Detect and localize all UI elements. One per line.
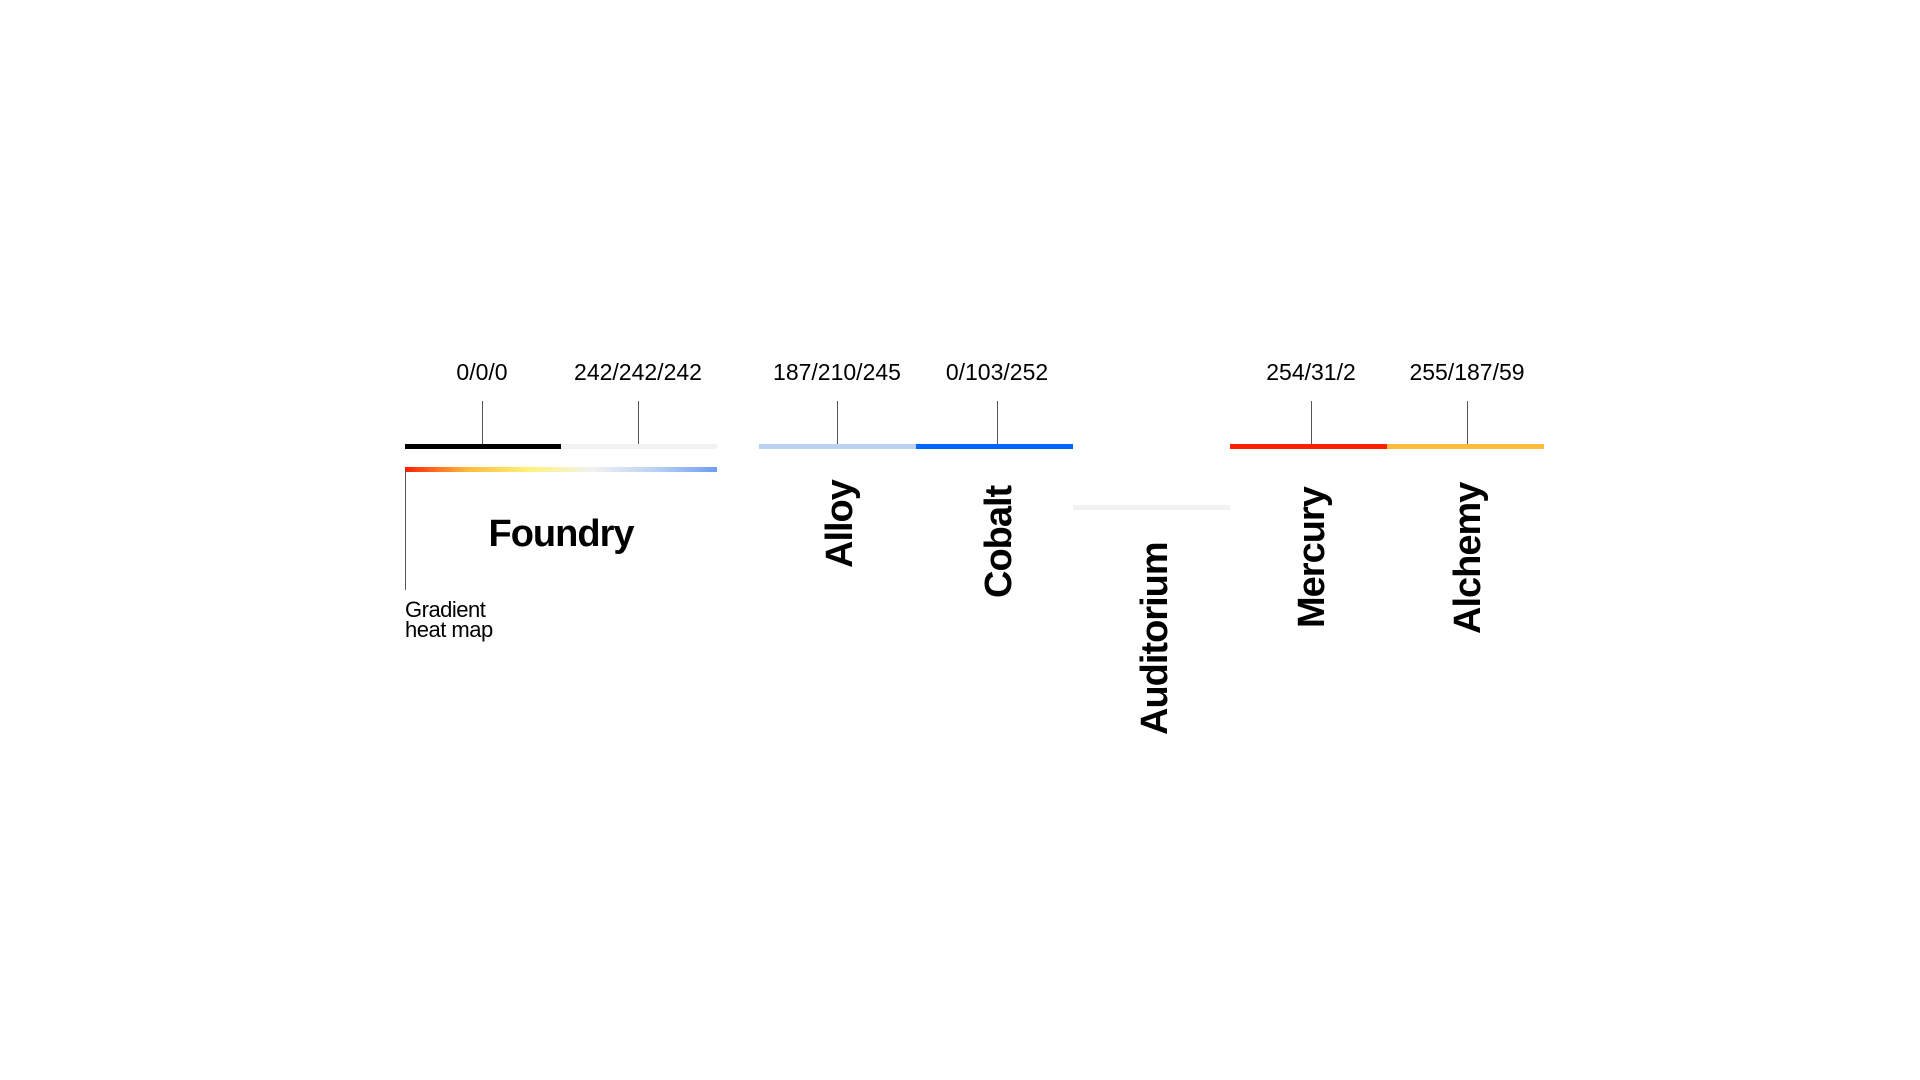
gradient-label-line-2: heat map (405, 617, 493, 642)
swatch-light-grey (561, 444, 717, 449)
tick-line-alloy (837, 401, 838, 445)
tick-line-alchemy (1467, 401, 1468, 445)
swatch-cobalt (916, 444, 1073, 449)
palette-name-auditorium: Auditorium (1134, 542, 1176, 735)
gradient-callout-line (405, 470, 406, 590)
tick-line-light-grey (638, 401, 639, 445)
rgb-label-mercury: 254/31/2 (1266, 359, 1356, 385)
rgb-label-cobalt: 0/103/252 (945, 359, 1049, 385)
palette-name-mercury: Mercury (1291, 487, 1333, 628)
rgb-label-light-grey: 242/242/242 (574, 359, 702, 385)
swatch-mercury (1230, 444, 1387, 449)
rgb-label-black: 0/0/0 (456, 359, 508, 385)
gradient-heat-map-bar (405, 467, 717, 472)
rgb-label-alchemy: 255/187/59 (1409, 359, 1525, 385)
swatch-black (405, 444, 561, 449)
swatch-alchemy (1387, 444, 1544, 449)
palette-name-cobalt: Cobalt (978, 485, 1020, 598)
tick-line-black (482, 401, 483, 445)
tick-line-mercury (1311, 401, 1312, 445)
swatch-auditorium (1073, 505, 1230, 510)
gradient-label-line-1: Gradient (405, 597, 486, 622)
swatch-alloy (759, 444, 916, 449)
palette-name-alloy: Alloy (819, 480, 861, 568)
palette-name-foundry: Foundry (488, 513, 635, 555)
rgb-label-alloy: 187/210/245 (773, 359, 901, 385)
gradient-heat-map-label: Gradient heat map (405, 597, 493, 642)
tick-line-cobalt (997, 401, 998, 445)
palette-name-alchemy: Alchemy (1447, 482, 1489, 634)
